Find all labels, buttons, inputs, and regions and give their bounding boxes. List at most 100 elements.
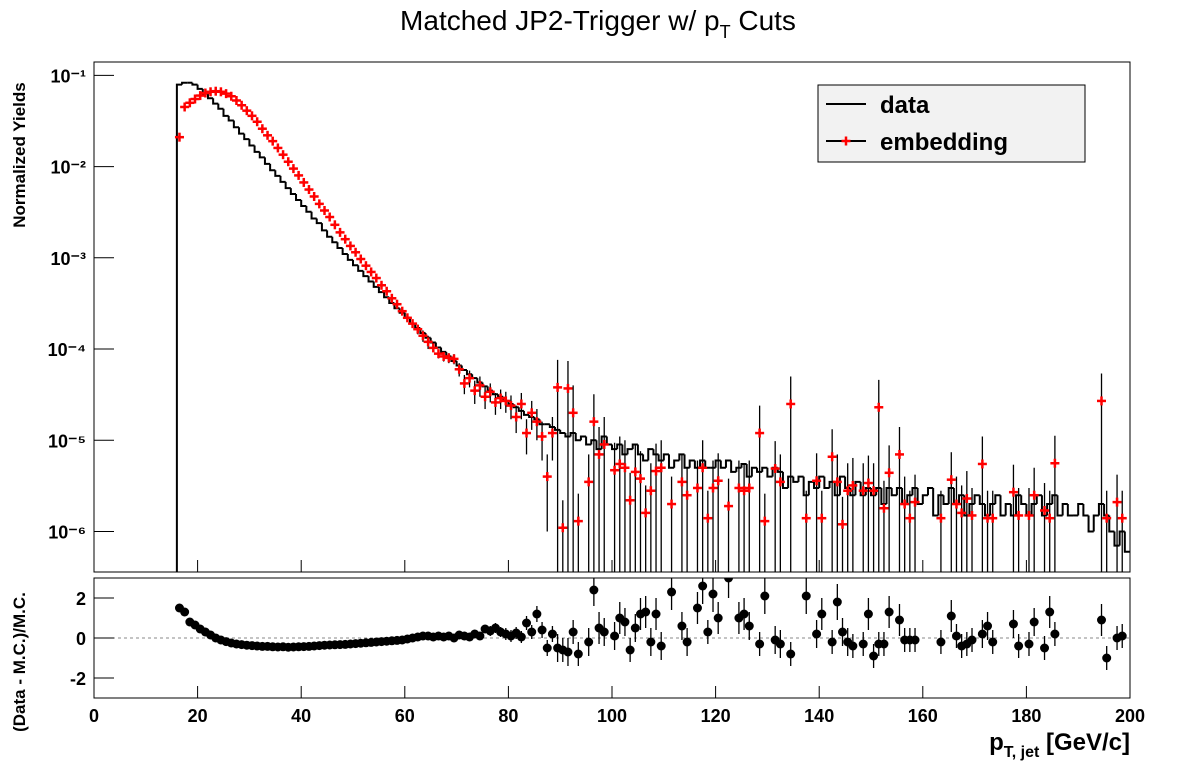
- histogram-step: [295, 194, 302, 202]
- legend-label: embedding: [880, 129, 1008, 156]
- histogram-step: [911, 486, 918, 496]
- data-point: [656, 641, 666, 651]
- histogram-step: [818, 475, 825, 488]
- histogram-step: [647, 448, 654, 461]
- histogram-step: [559, 429, 566, 435]
- histogram-step: [724, 459, 732, 468]
- data-point: [983, 621, 993, 631]
- x-tick-label: 180: [1011, 706, 1041, 726]
- data-point: [1117, 631, 1127, 641]
- title-text: Cuts: [731, 5, 796, 36]
- data-point: [1097, 615, 1107, 625]
- histogram-step: [813, 481, 820, 489]
- data-point: [739, 609, 749, 619]
- histogram-step: [968, 503, 975, 516]
- histogram-step: [222, 108, 229, 117]
- histogram-step: [522, 410, 530, 416]
- histogram-step: [797, 475, 804, 482]
- histogram-step: [357, 265, 364, 272]
- y-tick-label: 10⁻⁴: [48, 340, 86, 360]
- data-point: [879, 639, 889, 649]
- histogram-step: [206, 93, 214, 100]
- x-tick-label: 100: [597, 706, 627, 726]
- chart-title: Matched JP2-Trigger w/ pT Cuts: [400, 5, 796, 42]
- histogram-step: [714, 459, 721, 468]
- x-tick-label: 200: [1115, 706, 1145, 726]
- histogram-step: [336, 242, 343, 250]
- histogram-step: [238, 127, 245, 135]
- histogram-step: [787, 475, 794, 488]
- data-point: [775, 639, 785, 649]
- y-tick-label: -2: [70, 669, 86, 689]
- data-point: [620, 617, 630, 627]
- x-tick-label: 60: [395, 706, 415, 726]
- data-point: [988, 637, 998, 647]
- histogram-step: [1066, 504, 1074, 517]
- x-label-subscript: T, jet: [1004, 744, 1040, 761]
- data-point: [817, 609, 827, 619]
- data-point: [1045, 607, 1055, 617]
- histogram-step: [1061, 503, 1068, 516]
- data-point: [610, 631, 620, 641]
- histogram-step: [916, 487, 923, 506]
- histogram-step: [1077, 503, 1084, 516]
- data-point: [1014, 641, 1024, 651]
- x-tick-label: 140: [804, 706, 834, 726]
- histogram-step: [1051, 494, 1058, 505]
- histogram-step: [740, 462, 747, 468]
- histogram-step: [554, 426, 561, 431]
- y-axis-label: Normalized Yields: [10, 82, 29, 228]
- x-tick-label: 80: [498, 706, 518, 726]
- data-point: [532, 609, 542, 619]
- histogram-step: [978, 495, 985, 506]
- data-point: [692, 603, 702, 613]
- y-tick-label: 10⁻²: [50, 158, 86, 178]
- title-subscript: T: [720, 22, 731, 42]
- histogram-step: [579, 435, 587, 441]
- data-point: [946, 611, 956, 621]
- histogram-step: [253, 145, 260, 153]
- histogram-step: [574, 433, 581, 442]
- histogram-step: [1030, 503, 1037, 516]
- title-text: Matched JP2-Trigger w/ p: [400, 5, 720, 36]
- legend: data embedding: [817, 84, 1086, 163]
- data-point: [641, 607, 651, 617]
- data-point: [910, 635, 920, 645]
- data-point: [1040, 643, 1050, 653]
- histogram-step: [320, 223, 328, 232]
- histogram-step: [854, 480, 861, 496]
- data-point: [967, 635, 977, 645]
- data-point: [832, 597, 842, 607]
- histogram-step: [989, 503, 996, 516]
- histogram-step: [792, 476, 799, 483]
- data-point: [682, 637, 692, 647]
- x-label-text: p: [989, 729, 1004, 756]
- y-axis-label: (Data - M.C.)/M.C.: [10, 592, 29, 732]
- histogram-step: [258, 151, 265, 159]
- data-point: [1050, 629, 1060, 639]
- histogram-step: [289, 188, 297, 196]
- data-point: [936, 637, 946, 647]
- data-point: [863, 609, 873, 619]
- histogram-step: [548, 424, 556, 428]
- histogram-step: [999, 495, 1006, 517]
- histogram-step: [341, 248, 348, 256]
- data-point: [1008, 619, 1018, 629]
- histogram-step: [269, 163, 276, 172]
- histogram-step: [745, 463, 752, 478]
- data-point: [667, 587, 677, 597]
- histogram-step: [947, 486, 954, 505]
- histogram-step: [305, 205, 312, 213]
- data-point: [625, 645, 635, 655]
- histogram-step: [823, 476, 830, 489]
- histogram-step: [932, 487, 939, 517]
- data-point: [1024, 639, 1034, 649]
- histogram-step: [642, 454, 649, 462]
- data-point: [568, 627, 578, 637]
- x-axis-label: pT, jet [GeV/c]: [989, 729, 1130, 761]
- histogram-step: [517, 407, 524, 412]
- histogram-step: [802, 476, 809, 497]
- histogram-step: [735, 466, 742, 472]
- histogram-step: [885, 486, 892, 505]
